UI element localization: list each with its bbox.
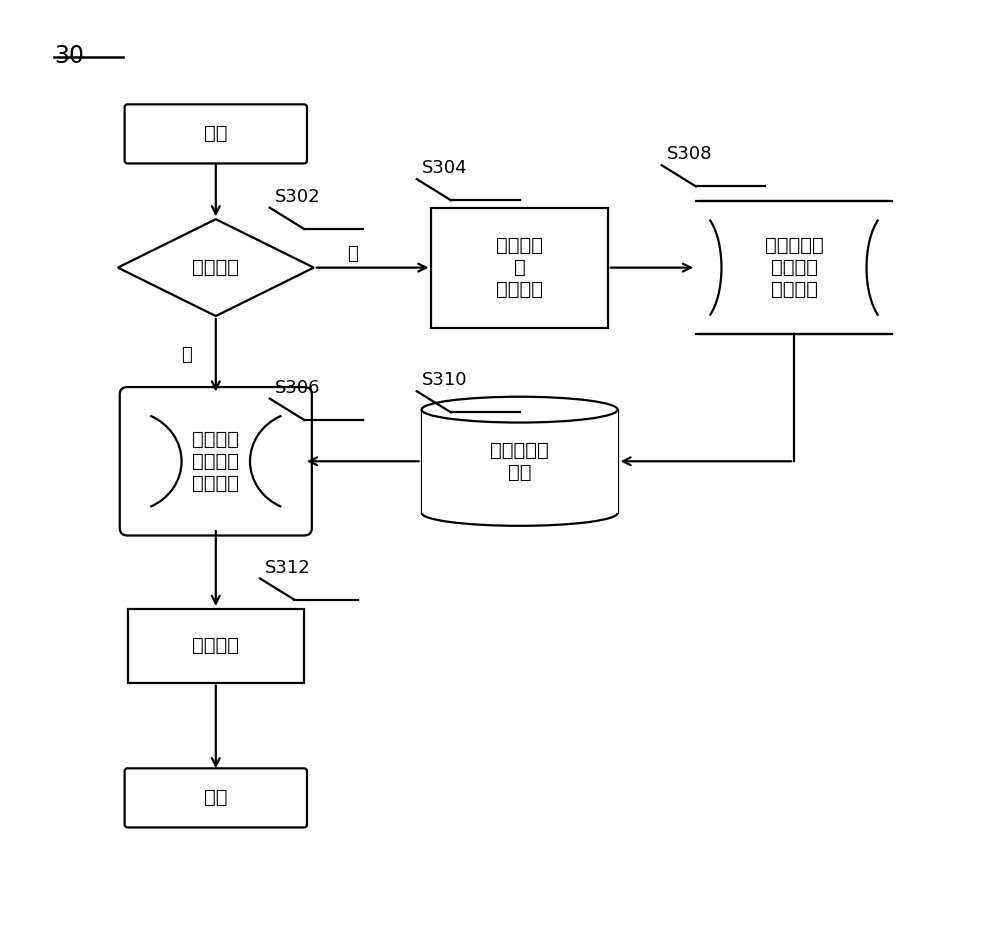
Ellipse shape	[422, 397, 618, 423]
Text: 请求服务
器
获取数据: 请求服务 器 获取数据	[496, 236, 543, 299]
Text: S312: S312	[265, 559, 311, 577]
Bar	[431, 208, 608, 327]
Text: S308: S308	[667, 146, 712, 164]
FancyBboxPatch shape	[125, 768, 307, 827]
Polygon shape	[118, 219, 314, 316]
FancyBboxPatch shape	[120, 387, 312, 535]
Text: S306: S306	[275, 378, 320, 397]
FancyBboxPatch shape	[125, 104, 307, 164]
Text: 从本地数
据库获取
相关数据: 从本地数 据库获取 相关数据	[192, 430, 239, 493]
Bar	[422, 409, 618, 513]
Bar	[696, 200, 892, 334]
Text: 根据当前人
身份返回
相关数据: 根据当前人 身份返回 相关数据	[765, 236, 823, 299]
Text: S304: S304	[422, 159, 467, 177]
Text: 否: 否	[181, 346, 192, 364]
Text: S302: S302	[275, 188, 320, 206]
Text: 是: 是	[348, 245, 358, 263]
Text: 30: 30	[54, 44, 84, 69]
Text: 开始: 开始	[204, 124, 228, 143]
Text: 结束: 结束	[204, 789, 228, 807]
Text: 页面显示: 页面显示	[192, 636, 239, 655]
Bar	[128, 609, 304, 682]
Text: S310: S310	[422, 372, 467, 390]
Text: 是否联网: 是否联网	[192, 258, 239, 277]
Text: 更新本地数
据库: 更新本地数 据库	[490, 440, 549, 482]
